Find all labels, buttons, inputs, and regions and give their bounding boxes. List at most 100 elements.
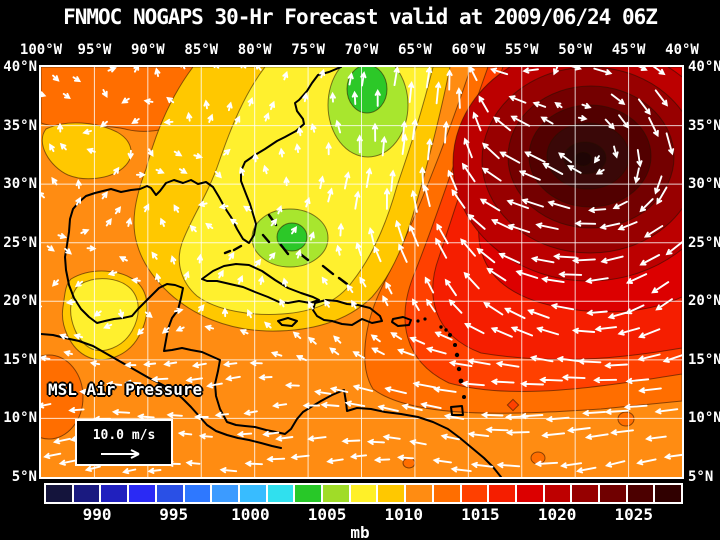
wind-arrow xyxy=(633,167,640,184)
wind-arrow xyxy=(571,67,583,71)
wind-arrow xyxy=(636,149,643,168)
wind-arrow xyxy=(282,70,289,81)
wind-arrow xyxy=(239,329,249,336)
coastline-pacific xyxy=(41,333,282,449)
wind-arrow xyxy=(118,256,128,262)
wind-arrow xyxy=(46,245,55,252)
coastline-puerto-rico xyxy=(391,316,412,327)
wind-arrow xyxy=(371,122,379,142)
wind-arrow xyxy=(556,356,581,363)
wind-arrow xyxy=(374,89,381,107)
wind-arrow xyxy=(426,298,436,313)
wind-vector-layer xyxy=(41,67,682,475)
wind-arrow xyxy=(302,402,321,409)
wind-arrow xyxy=(343,171,351,190)
wind-arrow xyxy=(243,409,258,416)
colorbar-cell xyxy=(655,485,682,502)
wind-arrow xyxy=(359,276,367,288)
wind-arrow xyxy=(118,309,125,319)
wind-arrow xyxy=(143,203,150,213)
wind-arrow xyxy=(385,281,393,295)
wind-arrow xyxy=(197,200,208,208)
wind-arrow xyxy=(451,188,466,209)
wind-arrow xyxy=(236,431,253,438)
wind-arrow xyxy=(214,411,230,418)
wind-arrow xyxy=(266,456,286,463)
colorbar-cell xyxy=(433,485,460,502)
wind-arrow xyxy=(567,426,591,434)
wind-arrow xyxy=(137,413,155,420)
wind-arrow xyxy=(185,376,203,383)
wind-arrow xyxy=(424,276,435,294)
wind-arrow xyxy=(505,429,530,436)
wind-arrow xyxy=(246,308,253,319)
lat-tick-label: 5°N xyxy=(688,469,714,485)
wind-arrow xyxy=(214,170,222,179)
wind-arrow xyxy=(275,435,294,442)
wind-arrow xyxy=(493,116,512,132)
wind-arrow xyxy=(360,71,367,87)
wind-arrow xyxy=(80,228,90,235)
wind-arrow xyxy=(373,245,382,263)
wind-arrow xyxy=(534,460,559,467)
lat-tick-label: 30°N xyxy=(688,176,720,193)
wind-arrow xyxy=(308,231,315,241)
wind-arrow xyxy=(401,133,408,155)
coastline-layer xyxy=(41,67,502,477)
wind-arrow xyxy=(618,114,630,129)
wind-arrow xyxy=(219,467,238,474)
wind-arrow xyxy=(539,376,563,383)
wind-arrow xyxy=(124,361,137,369)
pressure-region xyxy=(346,67,388,114)
wind-arrow xyxy=(198,433,213,440)
lat-tick-label: 20°N xyxy=(3,293,37,310)
wind-arrow xyxy=(515,269,539,279)
wind-arrow xyxy=(435,81,442,105)
wind-arrow xyxy=(593,376,618,384)
wind-arrow xyxy=(651,281,670,294)
wind-arrow xyxy=(194,413,209,421)
wind-arrow xyxy=(419,166,426,189)
wind-arrow xyxy=(478,95,489,113)
wind-arrow xyxy=(207,113,214,123)
wind-arrow xyxy=(571,327,596,334)
page-title: FNMOC NOGAPS 30-Hr Forecast valid at 200… xyxy=(63,5,658,29)
wind-arrow xyxy=(166,96,175,104)
colorbar-cell xyxy=(378,485,405,502)
wind-arrow xyxy=(57,122,64,133)
wind-arrow xyxy=(49,143,55,153)
wind-arrow xyxy=(519,412,544,420)
wind-arrow xyxy=(223,148,231,156)
wind-arrow xyxy=(41,91,47,98)
wind-arrow xyxy=(127,149,134,160)
wind-arrow xyxy=(262,164,269,175)
wind-arrow xyxy=(394,219,404,242)
wind-arrow xyxy=(43,452,62,460)
wind-arrow xyxy=(205,222,214,230)
pressure-region xyxy=(276,222,308,252)
wind-arrow xyxy=(420,401,442,410)
wind-arrow xyxy=(270,351,283,358)
lon-tick-label: 45°W xyxy=(611,42,646,58)
wind-arrow xyxy=(101,89,108,98)
coastline-trinidad xyxy=(450,405,464,416)
wind-arrow xyxy=(610,93,626,106)
wind-arrow xyxy=(382,295,389,307)
colorbar-cell xyxy=(73,485,100,502)
wind-arrow xyxy=(155,168,165,174)
wind-arrow xyxy=(147,148,154,157)
wind-arrow xyxy=(254,258,262,267)
wind-arrow xyxy=(294,143,301,154)
wind-arrow xyxy=(432,386,457,393)
wind-arrow xyxy=(380,135,388,157)
wind-arrow xyxy=(103,323,113,329)
wind-arrow xyxy=(319,68,326,79)
lon-tick-label: 70°W xyxy=(344,42,379,58)
coastline-lesser-antilles xyxy=(416,317,466,399)
wind-arrow xyxy=(74,280,84,288)
colorbar-cell xyxy=(600,485,626,502)
wind-arrow xyxy=(577,115,588,122)
wind-arrow xyxy=(480,411,504,419)
lat-tick-label: 20°N xyxy=(688,293,720,310)
wind-arrow xyxy=(643,225,664,238)
